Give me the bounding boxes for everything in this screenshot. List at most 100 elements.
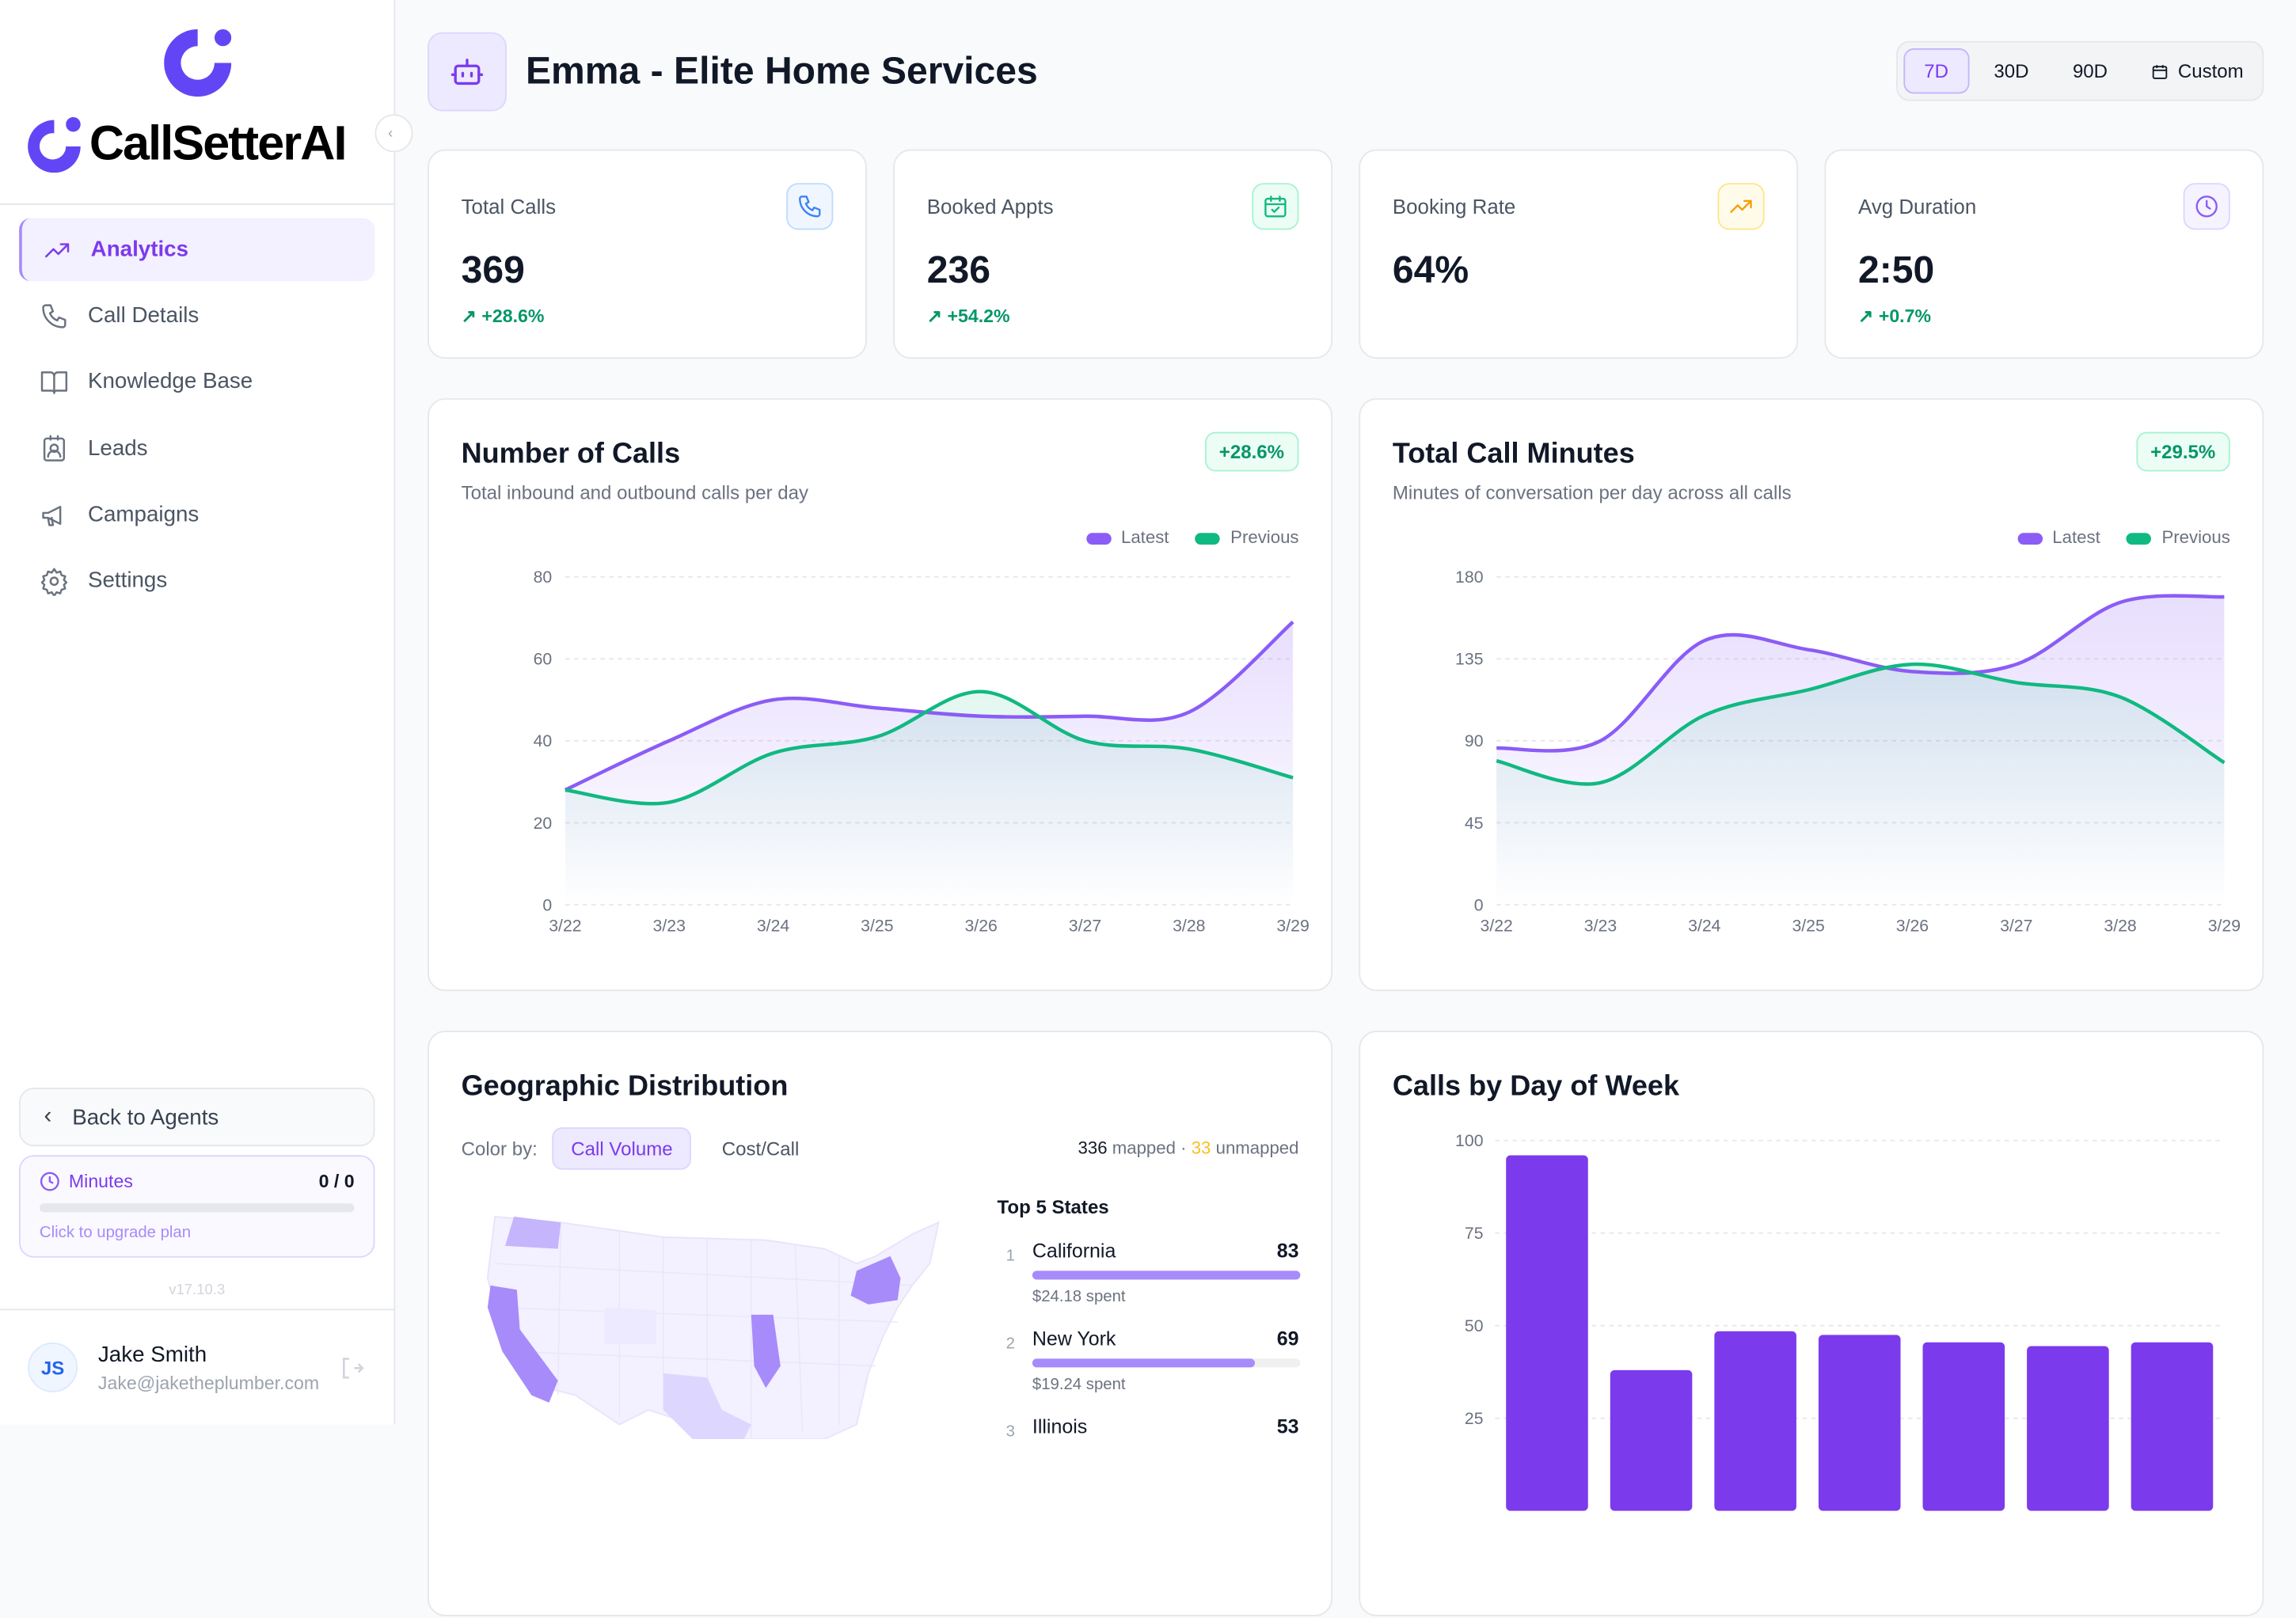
state-volume-bar [1032, 1270, 1301, 1280]
state-colorado[interactable] [604, 1307, 656, 1344]
color-by-call-volume-button[interactable]: Call Volume [552, 1127, 692, 1170]
x-tick-label: 3/29 [2208, 916, 2241, 935]
sidebar-item-call-details[interactable]: Call Details [19, 284, 374, 348]
chart-legend: Latest Previous [1085, 527, 1299, 548]
back-to-agents-button[interactable]: ‹ Back to Agents [19, 1088, 375, 1147]
y-tick-label: 180 [1455, 568, 1483, 587]
book-icon [40, 370, 68, 393]
kpi-label: Booking Rate [1392, 194, 1516, 218]
line-chart-plot: 0 20 40 60 80 3/22 3/23 3/24 3/25 3/26 3/27 3/28 3/2… [534, 568, 1310, 935]
state-spent: $19.24 spent [1032, 1376, 1126, 1394]
bar [1506, 1155, 1588, 1511]
state-count: 53 [1276, 1415, 1299, 1438]
brand-name: CallSetterAI [89, 116, 348, 170]
minutes-usage-card[interactable]: Minutes 0 / 0 Click to upgrade plan [19, 1155, 375, 1258]
range-30d-button[interactable]: 30D [1994, 59, 2029, 82]
bar [2131, 1342, 2214, 1511]
y-tick-label: 75 [1465, 1224, 1484, 1243]
custom-label: Custom [2177, 59, 2244, 82]
sidebar-item-label: Analytics [90, 237, 189, 263]
kpi-label: Total Calls [461, 194, 557, 218]
series-line-latest [1496, 594, 2225, 753]
sidebar-item-knowledge-base[interactable]: Knowledge Base [19, 350, 374, 413]
kpi-value: 369 [461, 247, 525, 292]
trending-up-icon [45, 242, 70, 257]
kpi-label: Avg Duration [1858, 194, 1977, 218]
x-tick-label: 3/24 [1688, 916, 1721, 935]
y-tick-label: 100 [1455, 1131, 1483, 1150]
us-map[interactable] [473, 1205, 956, 1440]
kpi-delta: ↗ +28.6% [461, 306, 545, 327]
chart-legend: Latest Previous [2017, 527, 2230, 548]
top-states-title: Top 5 States [997, 1196, 1109, 1218]
chart-title: Calls by Day of Week [1392, 1069, 1680, 1103]
kpi-value: 236 [926, 247, 990, 292]
range-custom-button[interactable]: Custom [2133, 48, 2263, 93]
state-name: New York [1032, 1327, 1116, 1350]
sidebar-item-label: Campaigns [87, 502, 200, 527]
bot-icon [450, 59, 484, 85]
x-tick-label: 3/26 [964, 916, 997, 935]
y-tick-label: 40 [534, 731, 553, 750]
sidebar-item-settings[interactable]: Settings [19, 549, 374, 613]
range-7d-button[interactable]: 7D [1903, 48, 1969, 94]
user-email: Jake@jaketheplumber.com [97, 1373, 320, 1394]
minutes-value: 0 / 0 [318, 1171, 355, 1192]
x-tick-label: 3/28 [1173, 916, 1205, 935]
range-90d-button[interactable]: 90D [2072, 59, 2108, 82]
y-tick-label: 0 [542, 895, 552, 914]
x-tick-label: 3/23 [653, 916, 686, 935]
calendar-icon [2153, 64, 2168, 78]
divider [0, 1308, 394, 1311]
state-california[interactable] [487, 1285, 558, 1403]
number-of-calls-chart: Number of Calls Total inbound and outbou… [428, 398, 1333, 992]
kpi-booked-appts: Booked Appts 236 ↗ +54.2% [893, 149, 1333, 359]
state-texas[interactable] [663, 1373, 751, 1440]
y-tick-label: 45 [1465, 814, 1484, 833]
bar [1714, 1331, 1796, 1511]
kpi-delta-value: +0.7% [1878, 306, 1932, 327]
version-label: v17.10.3 [169, 1282, 226, 1299]
state-volume-bar [1032, 1358, 1301, 1368]
clock-icon [40, 1172, 59, 1191]
brand-logo: CallSetterAI [25, 114, 348, 173]
sidebar-item-campaigns[interactable]: Campaigns [19, 483, 374, 546]
upgrade-plan-link[interactable]: Click to upgrade plan [39, 1224, 192, 1242]
legend-item-latest[interactable]: Latest [2017, 527, 2100, 548]
x-tick-label: 3/22 [1481, 916, 1513, 935]
bar [2027, 1346, 2109, 1511]
kpi-value: 2:50 [1858, 247, 1935, 292]
clock-icon [2195, 196, 2218, 218]
sidebar-item-analytics[interactable]: Analytics [19, 218, 375, 282]
series-line-previous [1496, 662, 2226, 786]
change-badge: +29.5% [2135, 431, 2230, 472]
back-label: Back to Agents [72, 1104, 219, 1130]
chart-title: Total Call Minutes [1392, 438, 1635, 470]
logout-icon[interactable] [340, 1356, 364, 1381]
trending-up-icon [1730, 199, 1752, 213]
state-illinois[interactable] [751, 1314, 781, 1388]
sidebar: CallSetterAI ‹ Analytics Call Details Kn… [0, 0, 413, 1425]
sidebar-item-leads[interactable]: Leads [19, 417, 374, 480]
x-tick-label: 3/29 [1276, 916, 1309, 935]
geographic-distribution-card: Geographic Distribution Color by: Call V… [428, 1031, 1333, 1616]
legend-item-previous[interactable]: Previous [1195, 527, 1299, 548]
collapse-sidebar-button[interactable]: ‹ [374, 114, 413, 153]
state-washington[interactable] [505, 1216, 561, 1249]
sidebar-item-label: Settings [87, 568, 168, 594]
state-new-york[interactable] [850, 1255, 901, 1305]
minutes-progress-bar [39, 1203, 355, 1213]
y-tick-label: 50 [1465, 1316, 1484, 1335]
brand-logo-mark [164, 28, 232, 97]
y-tick-label: 25 [1465, 1409, 1484, 1428]
x-tick-label: 3/27 [2000, 916, 2032, 935]
state-name: California [1032, 1240, 1116, 1263]
x-tick-label: 3/23 [1584, 916, 1617, 935]
x-tick-label: 3/25 [1792, 916, 1824, 935]
page-title: Emma - Elite Home Services [525, 48, 1038, 93]
x-tick-label: 3/22 [549, 916, 581, 935]
color-by-cost-call-button[interactable]: Cost/Call [721, 1138, 800, 1160]
legend-item-previous[interactable]: Previous [2127, 527, 2230, 548]
kpi-value: 64% [1392, 247, 1469, 292]
legend-item-latest[interactable]: Latest [1085, 527, 1169, 548]
